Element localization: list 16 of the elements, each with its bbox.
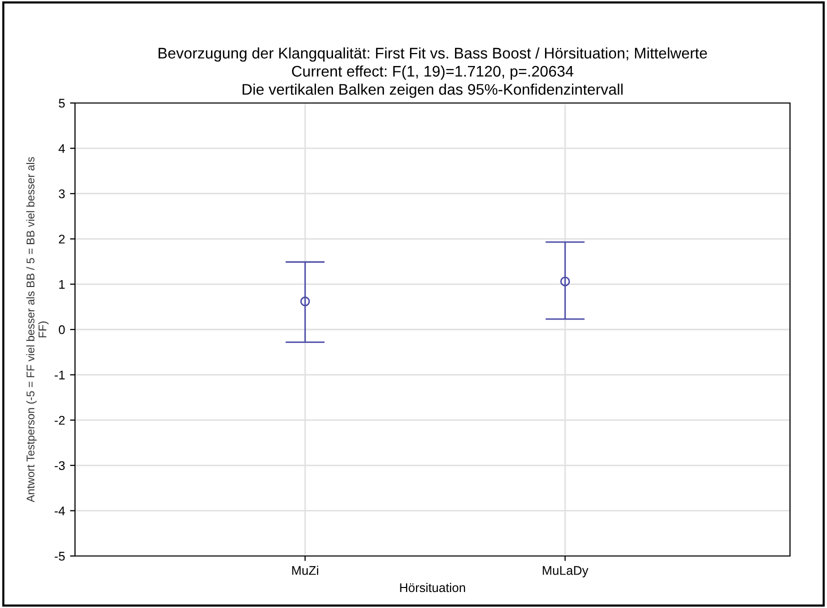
y-tick-label: -5 xyxy=(54,552,65,561)
y-tick-label: -1 xyxy=(54,370,65,380)
y-tick-label: -4 xyxy=(54,506,65,516)
y-tick-label: 5 xyxy=(58,98,65,108)
y-tick-label: -2 xyxy=(54,416,65,425)
y-tick-label: 2 xyxy=(58,234,65,244)
x-tick-label: MuZi xyxy=(292,566,318,575)
x-axis-title: Hörsituation xyxy=(400,582,466,592)
x-tick-label: MuLaDy xyxy=(542,566,588,578)
y-tick-label: 0 xyxy=(58,325,65,334)
chart-title: Bevorzugung der Klangqualität: First Fit vs. Bass Boost / Hörsituation; Mittelwerte Current effect: F(1, 19)=1.7120, p=.20634 Die vertikalen Balken zeigen das 95%-Konfidenzintervall xyxy=(158,47,707,98)
y-tick-label: 3 xyxy=(58,189,65,198)
y-tick-label: 4 xyxy=(58,144,65,153)
y-tick-label: 1 xyxy=(59,280,65,289)
y-axis-title: Antwort Testperson (-5 = FF viel besser als BB / 5 = BB viel besser als FF) xyxy=(26,157,49,502)
y-tick-label: -3 xyxy=(54,461,65,470)
